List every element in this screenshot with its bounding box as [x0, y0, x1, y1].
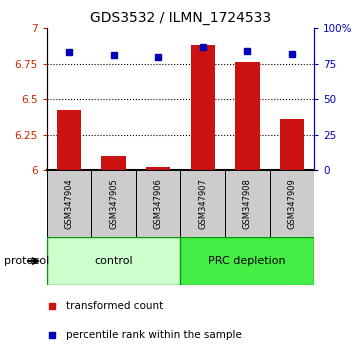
Text: GDS3532 / ILMN_1724533: GDS3532 / ILMN_1724533	[90, 11, 271, 25]
Bar	[225, 170, 270, 237]
Text: transformed count: transformed count	[66, 301, 163, 310]
Text: GSM347904: GSM347904	[65, 178, 74, 229]
Text: GSM347905: GSM347905	[109, 178, 118, 229]
Text: protocol: protocol	[4, 256, 49, 266]
Text: GSM347908: GSM347908	[243, 178, 252, 229]
Text: control: control	[95, 256, 133, 266]
Bar	[91, 170, 136, 237]
Bar	[101, 156, 126, 170]
Bar	[191, 45, 215, 170]
Bar	[270, 170, 314, 237]
Text: percentile rank within the sample: percentile rank within the sample	[66, 330, 242, 340]
Text: PRC depletion: PRC depletion	[208, 256, 286, 266]
Bar	[235, 62, 260, 170]
Bar	[279, 119, 304, 170]
Text: GSM347909: GSM347909	[287, 178, 296, 229]
Bar	[180, 170, 225, 237]
Bar	[47, 170, 91, 237]
Bar	[136, 170, 180, 237]
Bar	[146, 167, 170, 170]
Bar	[47, 237, 180, 285]
Text: GSM347906: GSM347906	[154, 178, 163, 229]
Bar	[57, 110, 82, 170]
Text: GSM347907: GSM347907	[198, 178, 207, 229]
Bar	[180, 237, 314, 285]
